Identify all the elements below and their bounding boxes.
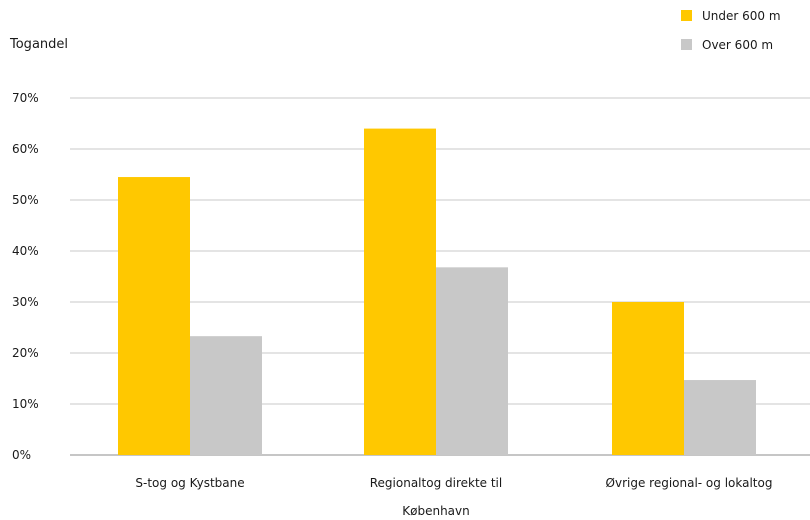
legend: Under 600 m Over 600 m	[681, 9, 781, 52]
bar-under-600m	[118, 177, 190, 456]
category-labels: S-tog og Kystbane Regionaltog direkte til…	[135, 476, 772, 518]
bar-over-600m	[190, 336, 262, 455]
bar-over-600m	[436, 267, 508, 455]
category-label: København	[402, 504, 469, 518]
y-tick-label: 30%	[12, 295, 39, 309]
bar-over-600m	[684, 380, 756, 455]
y-tick-label: 0%	[12, 448, 31, 462]
category-label: Øvrige regional- og lokaltog	[606, 476, 773, 490]
bars	[118, 128, 756, 456]
y-tick-label: 50%	[12, 193, 39, 207]
y-axis-label: Togandel	[9, 37, 68, 52]
legend-swatch	[681, 39, 692, 50]
y-tick-label: 40%	[12, 244, 39, 258]
y-tick-label: 60%	[12, 142, 39, 156]
bar-under-600m	[364, 128, 436, 455]
legend-label: Under 600 m	[702, 9, 781, 23]
legend-label: Over 600 m	[702, 38, 773, 52]
y-tick-labels: 0% 10% 20% 30% 40% 50% 60% 70%	[12, 91, 39, 462]
legend-swatch	[681, 10, 692, 21]
category-label: S-tog og Kystbane	[135, 476, 244, 490]
bar-under-600m	[612, 302, 684, 455]
y-tick-label: 20%	[12, 346, 39, 360]
category-label: Regionaltog direkte til	[370, 476, 502, 490]
y-tick-label: 70%	[12, 91, 39, 105]
y-tick-label: 10%	[12, 397, 39, 411]
